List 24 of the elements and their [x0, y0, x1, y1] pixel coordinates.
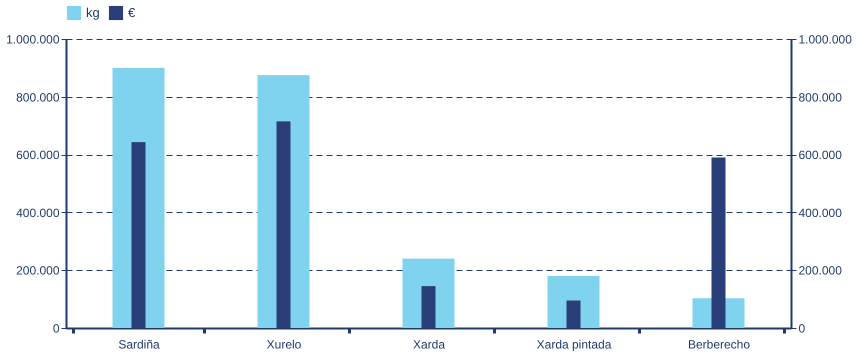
bar: [712, 157, 726, 328]
legend-label: €: [128, 5, 136, 20]
bar: [276, 121, 290, 328]
y2-tick-label: 200.000: [798, 264, 842, 278]
y-tick-label: 0: [52, 322, 60, 336]
y-tick-label: 600.000: [16, 148, 60, 162]
bar: [132, 142, 146, 328]
y2-tick-label: 1.000.000: [798, 32, 852, 46]
y2-tick-label: 400.000: [798, 206, 842, 220]
y2-tick-label: 600.000: [798, 148, 842, 162]
y-tick-label: 800.000: [16, 90, 60, 104]
y-tick-label: 200.000: [16, 264, 60, 278]
y2-tick-label: 0: [798, 322, 806, 336]
bar: [566, 300, 580, 328]
y-tick-label: 400.000: [16, 206, 60, 220]
legend-label: kg: [86, 5, 100, 20]
x-tick-label: Sardiña: [118, 338, 160, 352]
x-tick-label: Xarda: [412, 338, 446, 352]
x-tick-label: Berberecho: [688, 338, 750, 352]
x-tick-label: Xurelo: [266, 338, 302, 352]
y2-tick-label: 800.000: [798, 90, 842, 104]
y-tick-label: 1.000.000: [6, 32, 60, 46]
bar: [422, 286, 436, 328]
x-tick-label: Xarda pintada: [536, 338, 612, 352]
